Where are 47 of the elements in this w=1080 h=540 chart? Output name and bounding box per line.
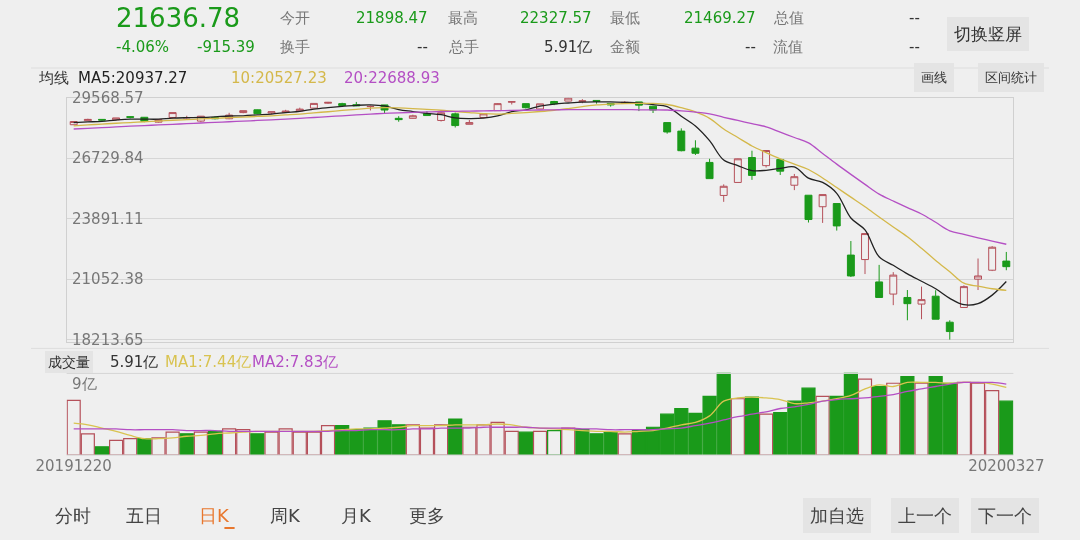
text: 5.91亿 [110,353,159,371]
text: 周K [270,505,301,526]
text: -- [745,38,756,56]
y-tick-label: 26729.84 [72,149,144,167]
text: 均线 [38,69,69,87]
text: 21636.78 [116,3,241,33]
y-tick-label: 23891.11 [72,210,144,228]
ref-line-label: 9亿 [72,375,97,393]
text: MA2:7.83亿 [252,353,339,371]
x-tick-label: 20191220 [35,457,112,475]
text: 总手 [448,38,479,56]
text: 日K [199,505,230,526]
text: 22327.57 [520,9,592,27]
y-tick-label: 18213.65 [72,331,144,349]
x-tick-label: 20200327 [968,457,1045,475]
text: 五日 [126,505,162,526]
text: 最高 [448,9,478,27]
text: 今开 [280,9,310,27]
y-tick-label: 21052.38 [72,270,144,288]
text: 最低 [610,9,640,27]
text: -- [909,9,920,27]
text: 金额 [610,38,640,56]
text: 流值 [773,38,803,56]
text: 21469.27 [684,9,756,27]
text: 月K [341,505,372,526]
text: -4.06% [116,38,170,56]
text: -- [909,38,920,56]
text: 总值 [773,9,804,27]
text: -915.39 [197,38,255,56]
text: 分时 [55,505,91,526]
text: MA5:20937.27 [78,69,188,87]
text: 更多 [409,505,445,526]
y-tick-label: 29568.57 [72,89,144,107]
text: 10:20527.23 [231,69,327,87]
text: 20:22688.93 [344,69,440,87]
text: 成交量 [48,354,90,370]
text: 换手 [280,38,310,56]
text: -- [417,38,428,56]
text: 画线 [921,70,947,85]
text: 5.91亿 [544,38,593,56]
text: 加自选 [810,505,864,526]
text: 下一个 [978,505,1032,526]
text: 21898.47 [356,9,428,27]
text: 上一个 [898,505,952,526]
text: MA1:7.44亿 [165,353,252,371]
text: 区间统计 [985,70,1037,85]
text: 切换竖屏 [954,24,1022,44]
